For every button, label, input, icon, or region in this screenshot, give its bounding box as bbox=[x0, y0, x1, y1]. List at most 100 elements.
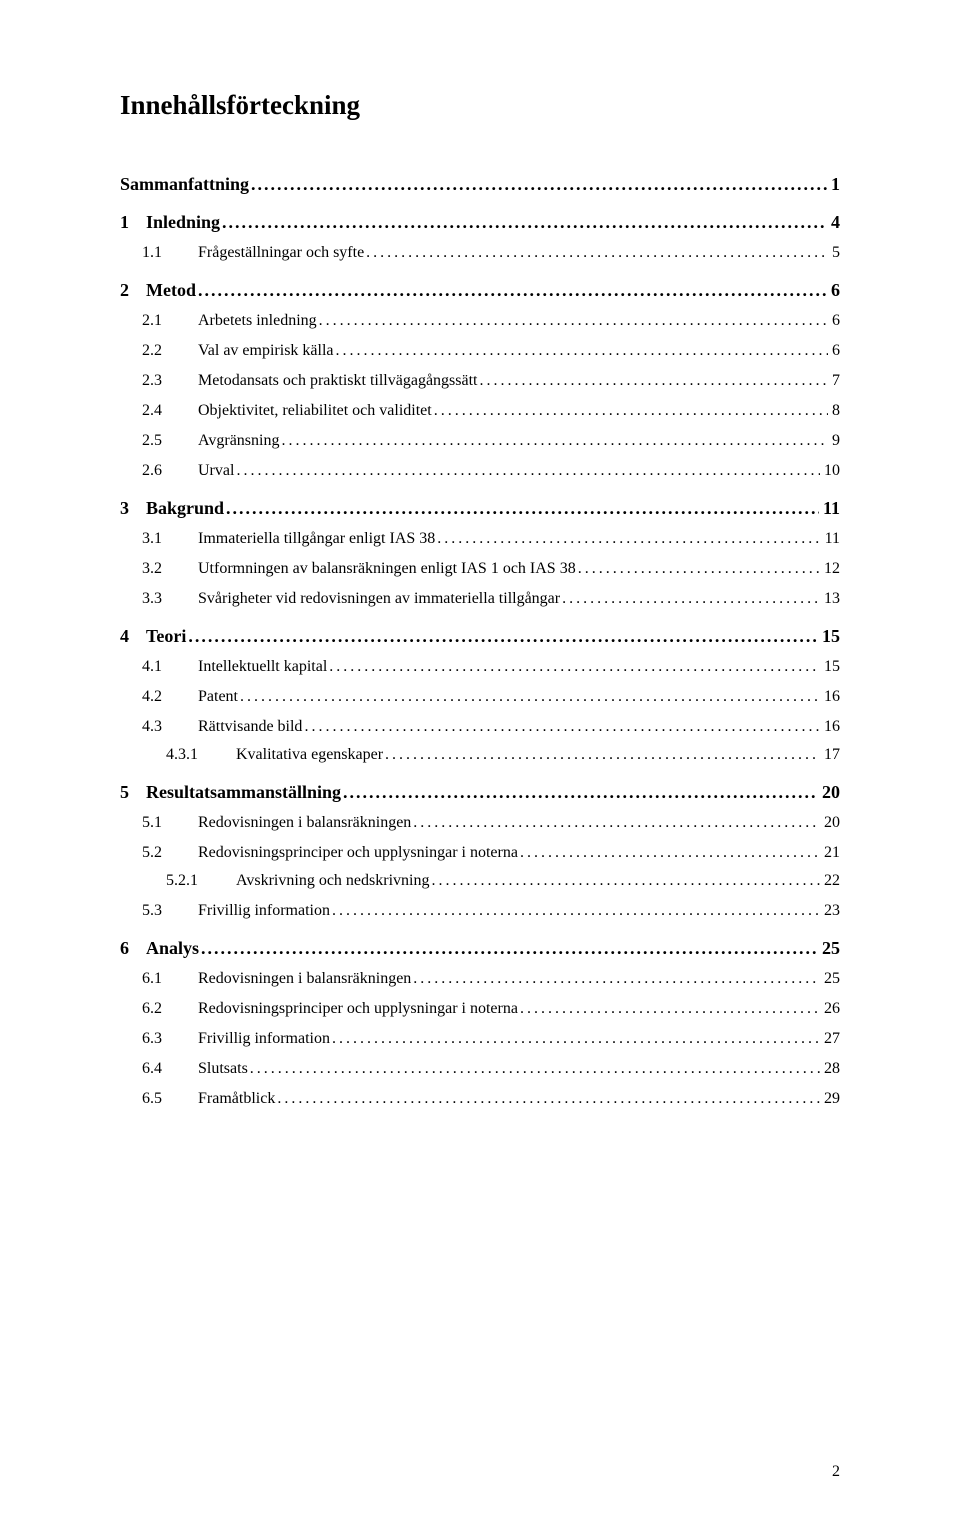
toc-entry: 5.2Redovisningsprinciper och upplysninga… bbox=[120, 845, 840, 861]
toc-entry-number: 6.2 bbox=[142, 1001, 198, 1017]
toc-entry-page: 26 bbox=[822, 1001, 840, 1017]
toc-entry: 2.6Urval................................… bbox=[120, 463, 840, 479]
toc-entry-label: Analys bbox=[146, 939, 199, 957]
toc-entry-leader: ........................................… bbox=[385, 747, 820, 763]
toc-entry-page: 11 bbox=[823, 531, 840, 547]
toc-entry: 2.4Objektivitet, reliabilitet och validi… bbox=[120, 403, 840, 419]
toc-entry-leader: ........................................… bbox=[281, 433, 828, 449]
toc-entry-page: 1 bbox=[829, 175, 840, 193]
toc-entry: 2.1Arbetets inledning...................… bbox=[120, 313, 840, 329]
toc-entry-label: Utformningen av balansräkningen enligt I… bbox=[198, 561, 576, 577]
toc-entry-page: 8 bbox=[830, 403, 840, 419]
toc-entry-label: Sammanfattning bbox=[120, 175, 249, 193]
toc-entry-number: 6.5 bbox=[142, 1091, 198, 1107]
toc-entry-number: 2.3 bbox=[142, 373, 198, 389]
toc-entry-number: 6.4 bbox=[142, 1061, 198, 1077]
toc-entry: 6.1Redovisningen i balansräkningen......… bbox=[120, 971, 840, 987]
toc-entry-leader: ........................................… bbox=[434, 403, 828, 419]
toc-entry-page: 28 bbox=[822, 1061, 840, 1077]
page-number: 2 bbox=[832, 1463, 840, 1481]
toc-entry-number: 5.3 bbox=[142, 903, 198, 919]
toc-entry-label: Kvalitativa egenskaper bbox=[236, 747, 383, 763]
toc-entry-label: Teori bbox=[146, 627, 186, 645]
toc-entry-label: Objektivitet, reliabilitet och validitet bbox=[198, 403, 432, 419]
toc-entry: 2.2Val av empirisk källa................… bbox=[120, 343, 840, 359]
toc-entry: 5.2.1Avskrivning och nedskrivning.......… bbox=[120, 873, 840, 889]
toc-entry-leader: ........................................… bbox=[520, 845, 820, 861]
toc-entry-number: 1.1 bbox=[142, 245, 198, 261]
toc-entry-label: Frivillig information bbox=[198, 903, 330, 919]
toc-entry-number: 3.2 bbox=[142, 561, 198, 577]
toc-entry-number: 2.2 bbox=[142, 343, 198, 359]
toc-entry-page: 11 bbox=[821, 499, 840, 517]
toc-entry-leader: ........................................… bbox=[201, 939, 818, 957]
toc-entry: 6Analys.................................… bbox=[120, 939, 840, 957]
toc-entry: 4.3Rättvisande bild.....................… bbox=[120, 719, 840, 735]
toc-entry: 4.1Intellektuellt kapital...............… bbox=[120, 659, 840, 675]
toc-entry-page: 25 bbox=[820, 939, 840, 957]
toc-entry-number: 4.2 bbox=[142, 689, 198, 705]
toc-entry-label: Metodansats och praktiskt tillvägagångss… bbox=[198, 373, 478, 389]
toc-entry-page: 10 bbox=[822, 463, 840, 479]
toc-entry-label: Avskrivning och nedskrivning bbox=[236, 873, 429, 889]
toc-entry-leader: ........................................… bbox=[332, 1031, 820, 1047]
toc-entry-page: 29 bbox=[822, 1091, 840, 1107]
toc-entry-leader: ........................................… bbox=[188, 627, 818, 645]
toc-entry-leader: ........................................… bbox=[250, 1061, 820, 1077]
toc-entry-label: Inledning bbox=[146, 213, 220, 231]
toc-entry-page: 15 bbox=[822, 659, 840, 675]
toc-entry: 6.2Redovisningsprinciper och upplysninga… bbox=[120, 1001, 840, 1017]
toc-entry: 4.2Patent...............................… bbox=[120, 689, 840, 705]
toc-entry-number: 5.2 bbox=[142, 845, 198, 861]
toc-entry-page: 6 bbox=[829, 281, 840, 299]
toc-entry-number: 5 bbox=[120, 783, 146, 801]
toc-entry: 1Inledning..............................… bbox=[120, 213, 840, 231]
toc-entry-page: 16 bbox=[822, 719, 840, 735]
toc-entry-leader: ........................................… bbox=[343, 783, 818, 801]
toc-entry-page: 22 bbox=[822, 873, 840, 889]
toc-entry-number: 5.1 bbox=[142, 815, 198, 831]
toc-entry-page: 6 bbox=[830, 313, 840, 329]
toc-entry-number: 2.4 bbox=[142, 403, 198, 419]
toc-entry-label: Redovisningen i balansräkningen bbox=[198, 815, 411, 831]
toc-entry: 6.4Slutsats.............................… bbox=[120, 1061, 840, 1077]
toc-entry-label: Rättvisande bild bbox=[198, 719, 302, 735]
toc-entry-leader: ........................................… bbox=[304, 719, 820, 735]
toc-entry-label: Resultatsammanställning bbox=[146, 783, 341, 801]
toc-entry-label: Bakgrund bbox=[146, 499, 224, 517]
toc-entry-page: 25 bbox=[822, 971, 840, 987]
toc-entry-leader: ........................................… bbox=[332, 903, 820, 919]
toc-entry-label: Frågeställningar och syfte bbox=[198, 245, 364, 261]
toc-entry: 3.2Utformningen av balansräkningen enlig… bbox=[120, 561, 840, 577]
toc-entry-leader: ........................................… bbox=[236, 463, 820, 479]
toc-entry-number: 3.1 bbox=[142, 531, 198, 547]
toc-entry: 4Teori..................................… bbox=[120, 627, 840, 645]
toc-entry-leader: ........................................… bbox=[520, 1001, 820, 1017]
toc-entry-number: 1 bbox=[120, 213, 146, 231]
toc-entry-leader: ........................................… bbox=[336, 343, 828, 359]
toc-entry-label: Patent bbox=[198, 689, 238, 705]
toc-entry-page: 13 bbox=[822, 591, 840, 607]
toc-entry: 3.1Immateriella tillgångar enligt IAS 38… bbox=[120, 531, 840, 547]
toc-entry-label: Redovisningsprinciper och upplysningar i… bbox=[198, 845, 518, 861]
toc-entry-number: 4 bbox=[120, 627, 146, 645]
toc-entry-label: Intellektuellt kapital bbox=[198, 659, 327, 675]
toc-entry-number: 3 bbox=[120, 499, 146, 517]
toc-entry-number: 2.1 bbox=[142, 313, 198, 329]
toc-entry: 6.5Framåtblick..........................… bbox=[120, 1091, 840, 1107]
toc-entry-number: 6.3 bbox=[142, 1031, 198, 1047]
toc-entry-leader: ........................................… bbox=[240, 689, 820, 705]
toc-entry-leader: ........................................… bbox=[413, 815, 820, 831]
toc-entry: 6.3Frivillig information................… bbox=[120, 1031, 840, 1047]
toc-entry-label: Framåtblick bbox=[198, 1091, 275, 1107]
toc-entry-number: 5.2.1 bbox=[166, 873, 236, 889]
toc-entry-leader: ........................................… bbox=[251, 175, 827, 193]
toc-entry-leader: ........................................… bbox=[562, 591, 820, 607]
toc-entry-leader: ........................................… bbox=[329, 659, 820, 675]
toc-entry-page: 20 bbox=[822, 815, 840, 831]
toc-entry-page: 6 bbox=[830, 343, 840, 359]
toc-entry-leader: ........................................… bbox=[222, 213, 827, 231]
toc-entry-leader: ........................................… bbox=[480, 373, 829, 389]
toc-entry-label: Urval bbox=[198, 463, 234, 479]
toc-entry-number: 4.3.1 bbox=[166, 747, 236, 763]
